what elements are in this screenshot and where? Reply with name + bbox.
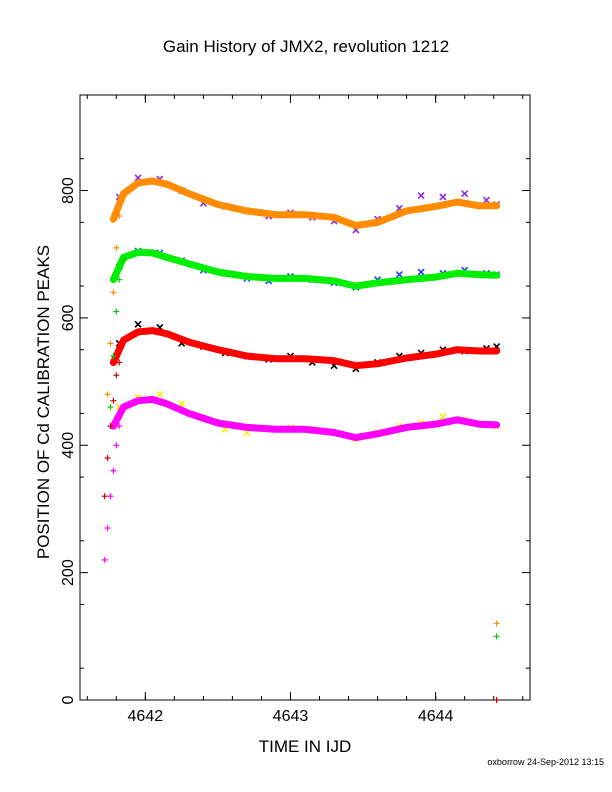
data-point (116, 276, 123, 283)
data-point (110, 397, 117, 404)
series-group (109, 395, 501, 442)
data-point (156, 390, 164, 398)
data-point (439, 413, 447, 421)
chart-title: Gain History of JMX2, revolution 1212 (163, 37, 449, 56)
x-tick-label: 4643 (273, 708, 309, 725)
data-point (101, 493, 108, 500)
data-point (107, 493, 114, 500)
x-tick-label: 4642 (128, 708, 164, 725)
data-point (110, 467, 117, 474)
data-point (104, 525, 111, 532)
y-axis: 0 200 400 600 800 (60, 158, 530, 704)
series-line (109, 327, 501, 370)
series-group (109, 177, 501, 230)
data-point (116, 423, 123, 430)
plot-frame (79, 94, 531, 701)
data-point (116, 213, 123, 219)
series-group (101, 359, 500, 703)
series-group (109, 327, 501, 370)
data-point (110, 353, 117, 360)
data-point (493, 633, 500, 640)
data-point (107, 340, 114, 347)
data-point (113, 442, 120, 449)
y-tick-label: 800 (60, 177, 77, 204)
series-group (107, 257, 500, 640)
data-point (120, 257, 127, 264)
y-tick-label: 200 (60, 559, 77, 586)
series-line (109, 177, 501, 230)
x-axis-label: TIME IN IJD (259, 737, 352, 756)
data-point (439, 193, 447, 201)
footer-credit: oxborrow 24-Sep-2012 13:15 (487, 757, 604, 767)
x-tick-label: 4644 (418, 708, 454, 725)
series-line (109, 395, 501, 442)
series-group (101, 423, 123, 563)
series-group (115, 390, 501, 443)
data-point (110, 289, 117, 296)
x-axis: 4642 4643 4644 (86, 95, 524, 725)
y-tick-label: 400 (60, 432, 77, 459)
data-point (493, 697, 500, 703)
data-point (104, 455, 111, 461)
series-line (109, 248, 501, 290)
data-point (104, 391, 111, 398)
y-axis-label: POSITION OF Cd CALIBRATION PEAKS (34, 245, 53, 559)
data-point (113, 372, 120, 379)
series-group (104, 193, 500, 627)
data-point (482, 196, 491, 204)
data-point (417, 192, 425, 200)
data-point (417, 268, 425, 276)
data-point (461, 190, 469, 198)
data-point (101, 556, 108, 563)
data-point (116, 359, 123, 366)
data-point (113, 244, 120, 251)
data-point (113, 308, 120, 315)
series-group (115, 320, 501, 373)
data-point (134, 320, 142, 328)
series-group (115, 247, 501, 291)
y-tick-label: 0 (60, 695, 77, 704)
data-point (120, 193, 127, 200)
data-point (107, 423, 114, 430)
data-point (395, 271, 403, 279)
series-group (109, 248, 501, 290)
data-point (493, 620, 500, 627)
y-tick-label: 600 (60, 304, 77, 331)
data-point (107, 404, 114, 411)
data-series (101, 174, 501, 703)
